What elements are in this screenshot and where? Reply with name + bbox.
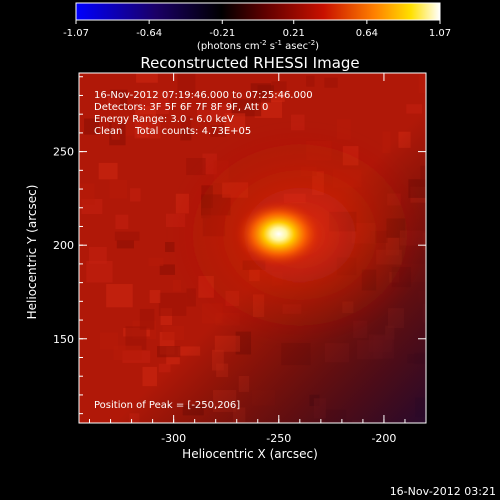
info-line-time: 16-Nov-2012 07:19:46.000 to 07:25:46.000: [94, 90, 313, 101]
x-axis-label: Heliocentric X (arcsec): [182, 447, 318, 461]
colorbar-tick-label: 1.07: [429, 28, 451, 39]
axis-ticks: -300 -250 -200 250 200 150: [53, 73, 427, 445]
y-tick-label: 250: [53, 146, 74, 159]
info-line-energy: Energy Range: 3.0 - 6.0 keV: [94, 114, 234, 125]
heatmap-image: [79, 73, 426, 423]
colorbar: [75, 2, 441, 21]
x-tick-label: -200: [371, 432, 396, 445]
colorbar-tick-label: -0.21: [209, 28, 235, 39]
chart-title: Reconstructed RHESSI Image: [140, 54, 359, 72]
y-tick-label: 200: [53, 239, 74, 252]
colorbar-tick-label: -0.64: [136, 28, 162, 39]
plot-frame: [78, 72, 427, 424]
colorbar-tick-label: -1.07: [63, 28, 89, 39]
peak-position-label: Position of Peak = [-250,206]: [94, 400, 240, 411]
y-tick-label: 150: [53, 333, 74, 346]
x-tick-label: -300: [161, 432, 186, 445]
info-line-detectors: Detectors: 3F 5F 6F 7F 8F 9F, Att 0: [94, 102, 268, 113]
y-axis-label: Heliocentric Y (arcsec): [25, 185, 39, 320]
colorbar-ticks: -1.07 -0.64 -0.21 0.21 0.64 1.07: [63, 20, 451, 39]
colorbar-tick-label: 0.64: [356, 28, 378, 39]
x-tick-label: -250: [266, 432, 291, 445]
info-line-clean: Clean Total counts: 4.73E+05: [94, 126, 251, 137]
colorbar-tick-label: 0.21: [283, 28, 305, 39]
colorbar-unit-label: (photons cm-2 s-1 asec-2): [197, 39, 319, 52]
footer-timestamp: 16-Nov-2012 03:21: [390, 485, 496, 498]
peak-source: [234, 199, 323, 268]
